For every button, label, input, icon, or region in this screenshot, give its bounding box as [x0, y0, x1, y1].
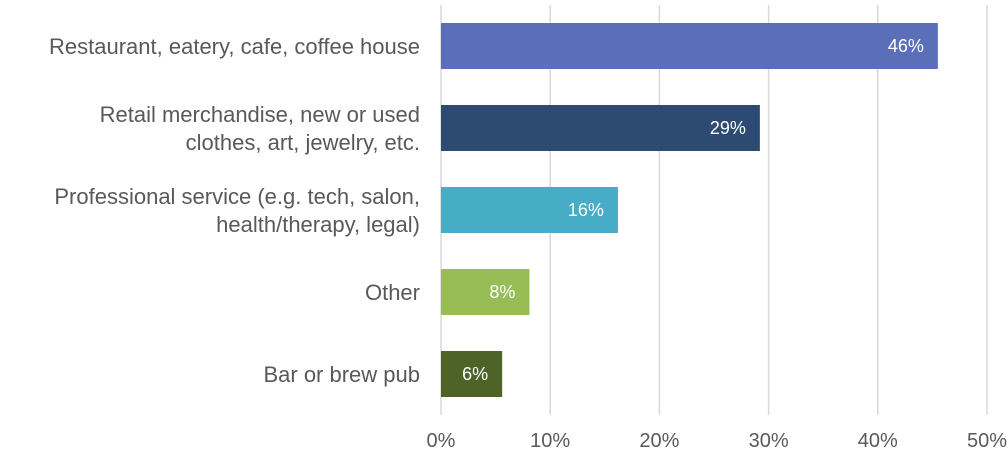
x-tick-label: 40%	[858, 430, 898, 452]
category-label: Bar or brew pub	[263, 362, 420, 387]
data-label: 16%	[568, 200, 604, 220]
data-label: 8%	[489, 282, 515, 302]
category-labels: Restaurant, eatery, cafe, coffee house Re…	[49, 34, 420, 387]
category-label: clothes, art, jewelry, etc.	[186, 130, 420, 155]
category-label: Professional service (e.g. tech, salon,	[54, 184, 420, 209]
bar	[441, 105, 760, 151]
x-tick-label: 20%	[639, 430, 679, 452]
x-tick-label: 30%	[749, 430, 789, 452]
bars: 46% 29% 16% 8% 6%	[441, 23, 938, 397]
category-label: Restaurant, eatery, cafe, coffee house	[49, 34, 420, 59]
bar	[441, 351, 503, 397]
bar	[441, 269, 530, 315]
data-label: 46%	[888, 36, 924, 56]
x-tick-label: 0%	[427, 430, 456, 452]
category-label: Retail merchandise, new or used	[100, 102, 420, 127]
category-label: Other	[365, 280, 420, 305]
x-tick-label: 10%	[530, 430, 570, 452]
data-label: 6%	[462, 364, 488, 384]
bar	[441, 187, 618, 233]
x-axis-ticks: 0% 10% 20% 30% 40% 50%	[427, 430, 1008, 452]
x-tick-label: 50%	[967, 430, 1007, 452]
data-label: 29%	[710, 118, 746, 138]
gridlines	[440, 5, 988, 415]
category-label: health/therapy, legal)	[216, 212, 420, 237]
bar	[441, 23, 938, 69]
